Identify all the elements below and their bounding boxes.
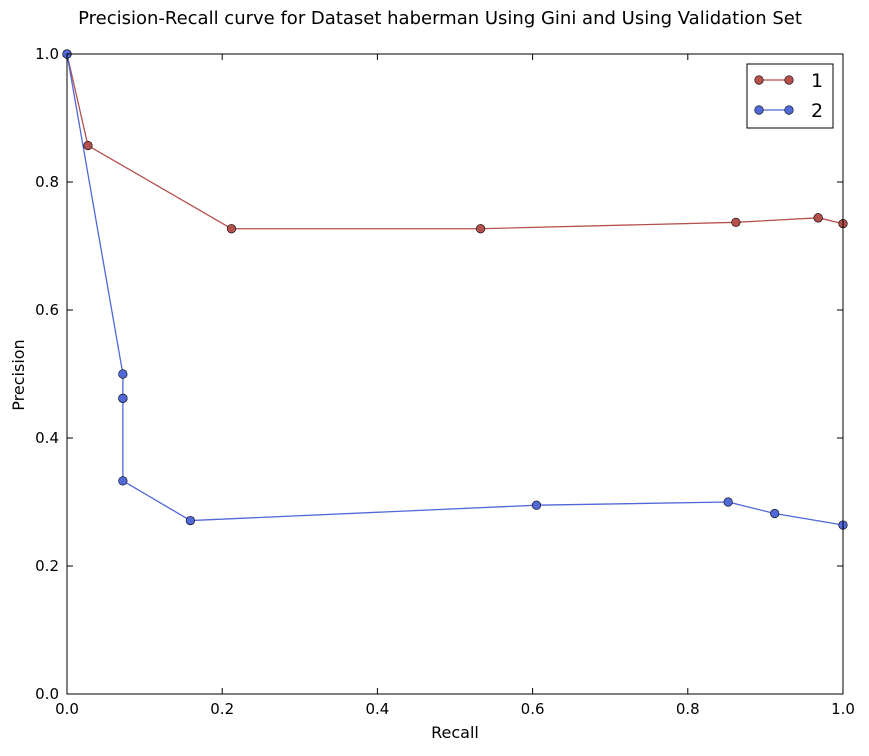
legend-swatch-marker <box>754 75 764 85</box>
legend: 12 <box>746 63 834 129</box>
x-tick-label: 0.2 <box>210 700 234 718</box>
legend-label: 2 <box>811 100 823 122</box>
legend-swatch-marker <box>754 105 764 115</box>
series-2-point <box>770 508 780 519</box>
series-2-point <box>531 500 542 510</box>
chart-title: Precision-Recall curve for Dataset haber… <box>78 8 802 29</box>
y-tick-label: 0.0 <box>35 685 59 703</box>
series-2-point <box>118 393 128 403</box>
x-tick-label: 0.0 <box>55 700 79 718</box>
legend-label: 1 <box>811 70 823 92</box>
y-tick-label: 0.2 <box>35 557 59 575</box>
series-1-point <box>731 217 741 227</box>
series-2-point <box>723 497 733 507</box>
legend-swatch-marker <box>784 105 794 115</box>
plot-area <box>62 49 848 530</box>
series-2-point <box>118 369 128 379</box>
y-tick-label: 0.8 <box>35 173 59 191</box>
y-axis-label: Precision <box>9 339 28 410</box>
series-1-point <box>83 140 93 151</box>
y-tick-label: 1.0 <box>35 45 59 63</box>
plot-frame <box>66 53 844 695</box>
series-2-point <box>118 476 128 486</box>
x-tick-label: 0.6 <box>521 700 545 718</box>
x-axis-label: Recall <box>431 723 479 742</box>
x-tick-label: 0.4 <box>365 700 389 718</box>
series-1-line <box>66 53 844 230</box>
legend-swatch-marker <box>784 75 794 85</box>
x-tick-label: 1.0 <box>831 700 855 718</box>
y-tick-label: 0.6 <box>35 301 59 319</box>
series-2-line <box>66 53 844 526</box>
series-1-point <box>226 224 237 234</box>
y-tick-label: 0.4 <box>35 429 59 447</box>
series-1-point <box>476 224 486 234</box>
series-1-point <box>813 213 823 223</box>
axes: 0.0 0.2 0.4 0.6 0.8 1.0 0.0 0.2 0.4 0.6 0.8 1.0 <box>35 45 855 718</box>
legend-box <box>746 63 834 129</box>
series-2-point <box>185 515 195 526</box>
x-tick-label: 0.8 <box>676 700 700 718</box>
